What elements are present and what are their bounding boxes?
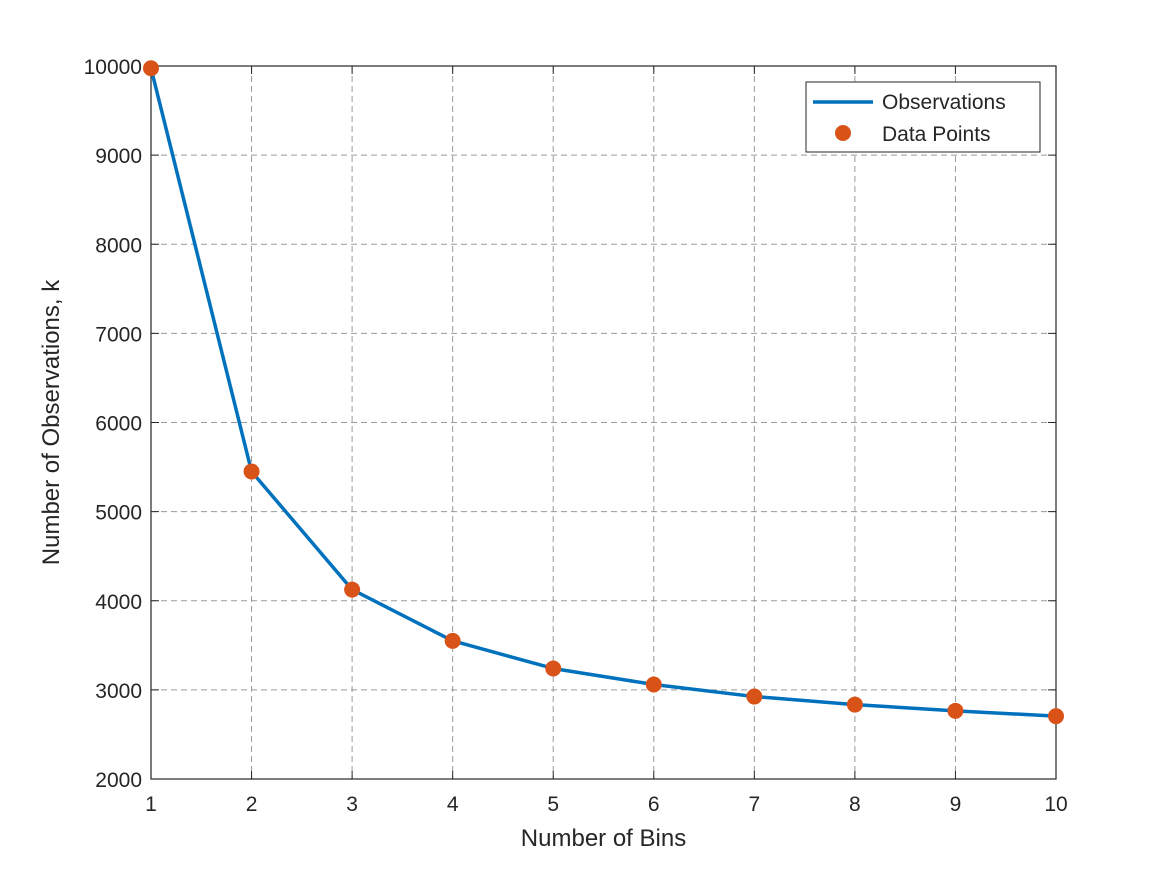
data-point-marker	[243, 463, 260, 480]
axis-ticks	[150, 65, 1057, 780]
x-tick-label: 8	[849, 793, 861, 816]
y-tick-label: 9000	[95, 145, 142, 168]
legend-marker-swatch	[835, 125, 851, 141]
legend-label-data-points: Data Points	[882, 123, 991, 146]
x-tick-label: 7	[748, 793, 760, 816]
series-line-observations	[149, 67, 1057, 718]
legend: Observations Data Points	[805, 81, 1041, 153]
x-axis-label: Number of Bins	[521, 825, 686, 852]
x-tick-label: 6	[648, 793, 660, 816]
data-point-marker	[143, 60, 159, 77]
grid-lines	[150, 65, 1057, 780]
data-point-marker	[344, 581, 361, 598]
data-point-marker	[545, 660, 562, 677]
data-point-marker	[1048, 708, 1064, 725]
y-tick-label: 6000	[95, 413, 142, 436]
x-tick-label: 10	[1044, 793, 1067, 816]
y-tick-label: 8000	[95, 234, 142, 257]
y-tick-label: 3000	[95, 680, 142, 703]
x-tick-label: 5	[547, 793, 559, 816]
y-tick-label: 7000	[95, 323, 142, 346]
x-tick-label: 1	[145, 793, 157, 816]
x-tick-label: 3	[346, 793, 358, 816]
y-tick-label: 2000	[95, 769, 142, 792]
data-point-marker	[846, 696, 863, 713]
data-point-marker	[645, 676, 662, 693]
data-point-marker	[444, 632, 461, 649]
legend-label-observations: Observations	[882, 91, 1006, 114]
x-tick-label: 4	[447, 793, 459, 816]
series-layer	[143, 60, 1064, 725]
x-tick-label: 2	[246, 793, 258, 816]
x-axis-tick-labels: 1 2 3 4 5 6 7 8 9 10	[145, 793, 1068, 816]
y-tick-label: 5000	[95, 502, 142, 525]
data-point-marker	[746, 688, 763, 705]
y-axis-tick-labels: 2000 3000 4000 5000 6000 7000 8000 9000 10000	[84, 56, 142, 792]
y-axis-label: Number of Observations, k	[38, 279, 65, 565]
x-tick-label: 9	[950, 793, 962, 816]
data-point-marker	[947, 702, 964, 719]
y-tick-label: 10000	[84, 56, 142, 79]
y-tick-label: 4000	[95, 591, 142, 614]
